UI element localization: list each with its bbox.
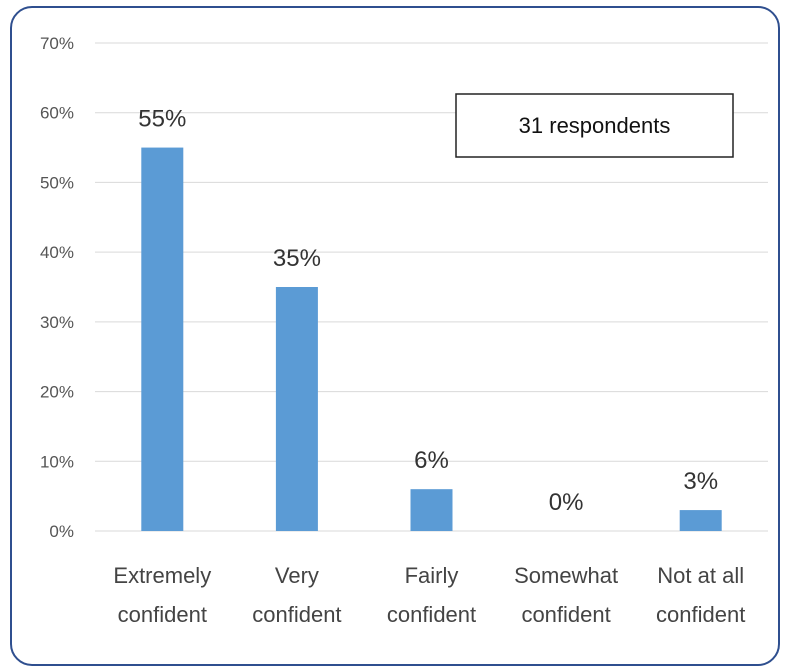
y-tick-label: 60%	[40, 104, 74, 123]
data-labels: 55% 35% 6% 0% 3%	[138, 106, 718, 516]
data-label: 55%	[138, 106, 186, 133]
y-tick-label: 20%	[40, 383, 74, 402]
y-tick-label: 50%	[40, 173, 74, 192]
y-tick-label: 10%	[40, 452, 74, 471]
category-label-line: confident	[521, 602, 610, 627]
bar-chart: 0% 10% 20% 30% 40% 50% 60% 70% 55% 35% 6% 0% 3% Ext…	[40, 34, 768, 627]
category-label-line: Extremely	[113, 563, 211, 588]
bar	[275, 287, 318, 531]
category-label-line: confident	[656, 602, 745, 627]
y-tick-label: 0%	[49, 522, 74, 541]
y-tick-label: 40%	[40, 243, 74, 262]
annotation-text: 31 respondents	[519, 113, 671, 138]
bar	[679, 510, 722, 531]
category-label-line: Somewhat	[514, 563, 618, 588]
category-label-line: Very	[275, 563, 319, 588]
category-label: Extremely confident	[113, 563, 211, 627]
data-label: 35%	[273, 245, 321, 272]
bar	[410, 489, 453, 531]
bars	[141, 147, 722, 532]
data-label: 6%	[414, 447, 449, 474]
bar	[141, 147, 184, 532]
category-label: Fairly confident	[387, 563, 476, 627]
category-label-line: confident	[252, 602, 341, 627]
category-label-line: Fairly	[405, 563, 459, 588]
data-label: 3%	[683, 468, 718, 495]
category-label-line: confident	[118, 602, 207, 627]
y-tick-label: 30%	[40, 313, 74, 332]
category-label-line: confident	[387, 602, 476, 627]
category-label: Not at all confident	[656, 563, 745, 627]
category-labels: Extremely confident Very confident Fairly con…	[113, 563, 745, 627]
category-label-line: Not at all	[657, 563, 744, 588]
category-label: Very confident	[252, 563, 341, 627]
y-axis-ticks: 0% 10% 20% 30% 40% 50% 60% 70%	[40, 34, 74, 541]
annotation-box: 31 respondents	[455, 93, 734, 158]
category-label: Somewhat confident	[514, 563, 618, 627]
data-label: 0%	[549, 489, 584, 516]
y-tick-label: 70%	[40, 34, 74, 53]
